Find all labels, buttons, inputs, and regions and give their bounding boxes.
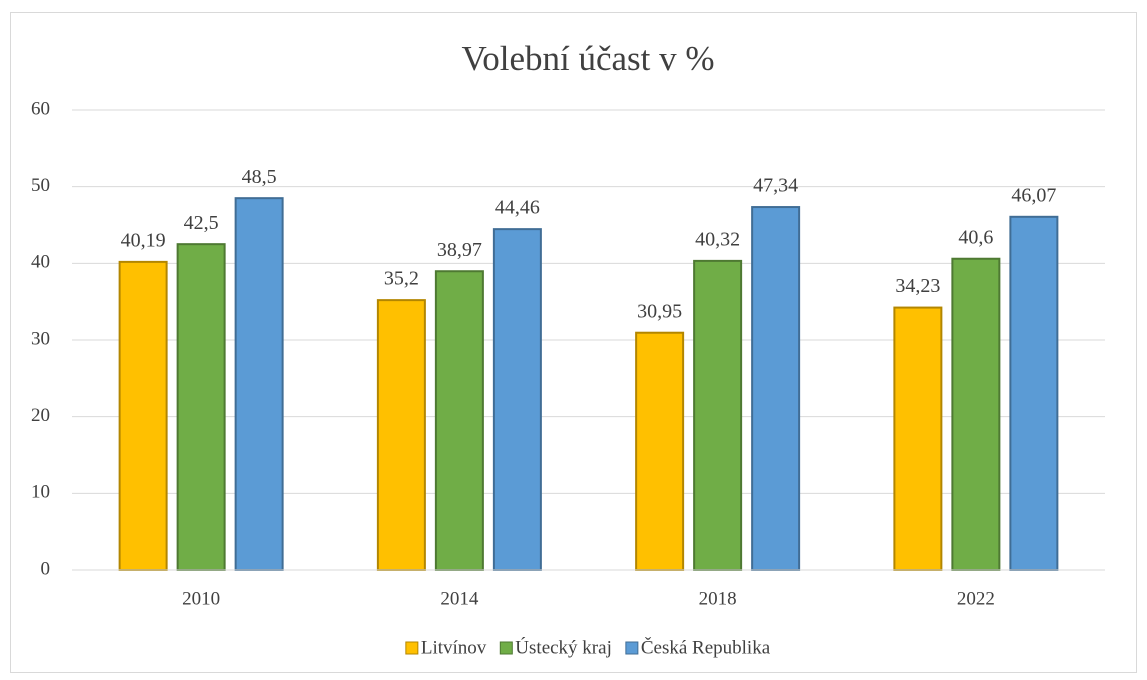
x-tick-label: 2018: [699, 588, 737, 609]
bar: [951, 257, 1001, 571]
data-label: 44,46: [495, 197, 540, 219]
legend-swatch: [405, 641, 419, 655]
data-label: 48,5: [242, 166, 277, 188]
data-label: 40,19: [121, 229, 166, 251]
legend-swatch: [625, 641, 639, 655]
x-tick-label: 2022: [957, 588, 995, 609]
y-tick-label: 20: [31, 405, 50, 426]
bar: [118, 260, 168, 571]
legend-label: Ústecký kraj: [515, 636, 612, 658]
legend-label: Litvínov: [421, 637, 487, 658]
y-tick-label: 60: [31, 98, 50, 119]
legend-label: Česká Republika: [641, 636, 771, 658]
bar: [693, 259, 743, 571]
data-label: 35,2: [384, 268, 419, 290]
y-tick-label: 10: [31, 482, 50, 503]
bar: [176, 243, 226, 572]
y-tick-label: 50: [31, 175, 50, 196]
data-label: 40,6: [958, 226, 993, 248]
y-tick-label: 30: [31, 328, 50, 349]
bar: [234, 197, 284, 572]
data-label: 30,95: [637, 300, 682, 322]
x-tick-label: 2010: [182, 588, 220, 609]
bar: [1009, 215, 1059, 571]
data-label: 40,32: [695, 228, 740, 250]
y-tick-label: 40: [31, 252, 50, 273]
data-label: 47,34: [753, 175, 798, 197]
chart-title: Volební účast v %: [461, 39, 714, 78]
data-label: 46,07: [1011, 184, 1056, 206]
bar: [635, 331, 685, 572]
bar: [751, 206, 801, 571]
y-tick-label: 0: [41, 558, 51, 579]
bar: [376, 299, 426, 571]
legend-swatch: [499, 641, 513, 655]
x-tick-label: 2014: [440, 588, 479, 609]
data-label: 42,5: [184, 212, 219, 234]
data-label: 34,23: [895, 275, 940, 297]
bar: [434, 270, 484, 571]
bar: [893, 306, 943, 571]
bar: [492, 228, 542, 571]
data-label: 38,97: [437, 239, 482, 261]
